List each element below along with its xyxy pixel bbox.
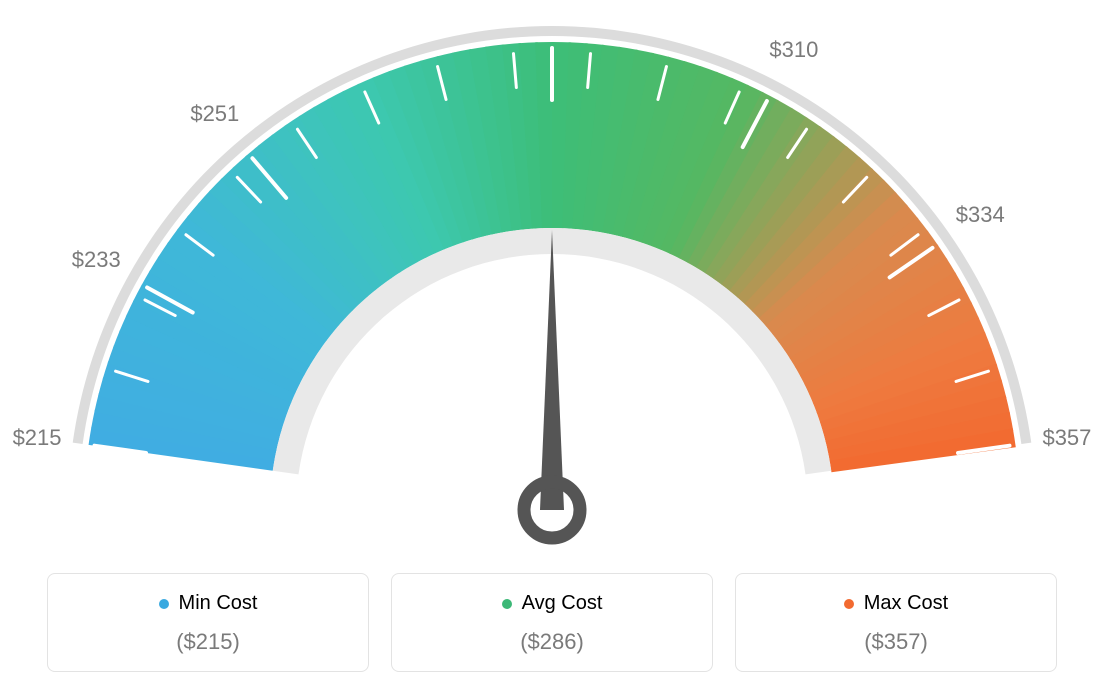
legend-dot-avg	[502, 599, 512, 609]
gauge-tick-label: $310	[769, 37, 818, 63]
gauge-tick-label: $357	[1042, 425, 1091, 451]
gauge-tick-label: $251	[190, 101, 239, 127]
legend-title-avg: Avg Cost	[502, 592, 603, 615]
gauge-chart: $215 $233 $251 $286 $310 $334 $357	[0, 0, 1104, 560]
gauge-tick-label: $334	[956, 202, 1005, 228]
legend-label-max: Max Cost	[864, 592, 948, 615]
legend-value-max: ($357)	[746, 629, 1046, 655]
gauge-tick-label: $215	[13, 425, 62, 451]
legend-card-max: Max Cost ($357)	[735, 573, 1057, 672]
legend-label-avg: Avg Cost	[522, 592, 603, 615]
legend-value-min: ($215)	[58, 629, 358, 655]
gauge-tick-label: $233	[72, 247, 121, 273]
gauge-svg	[0, 0, 1104, 560]
legend-title-min: Min Cost	[159, 592, 258, 615]
legend-card-avg: Avg Cost ($286)	[391, 573, 713, 672]
legend-row: Min Cost ($215) Avg Cost ($286) Max Cost…	[0, 573, 1104, 672]
legend-title-max: Max Cost	[844, 592, 948, 615]
gauge-tick-label: $286	[528, 0, 577, 3]
legend-value-avg: ($286)	[402, 629, 702, 655]
legend-dot-max	[844, 599, 854, 609]
legend-dot-min	[159, 599, 169, 609]
legend-card-min: Min Cost ($215)	[47, 573, 369, 672]
legend-label-min: Min Cost	[179, 592, 258, 615]
